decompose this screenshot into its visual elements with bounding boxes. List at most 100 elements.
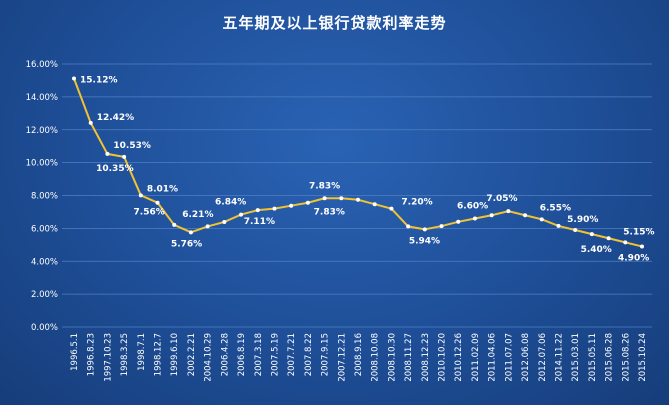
x-tick-label: 2008.12.23 — [421, 333, 431, 382]
data-point-marker — [539, 217, 544, 222]
y-tick-label: 16.00% — [26, 60, 58, 70]
y-tick-label: 8.00% — [31, 192, 58, 202]
data-label: 5.94% — [409, 236, 440, 246]
x-tick-label: 2012.07.06 — [538, 333, 548, 382]
x-tick-label: 2011.04.06 — [488, 333, 498, 382]
y-tick-label: 12.00% — [26, 126, 58, 136]
x-tick-label: 2008.11.27 — [404, 333, 414, 382]
data-label: 7.20% — [401, 198, 432, 208]
y-tick-label: 14.00% — [26, 93, 58, 103]
data-point-marker — [255, 208, 260, 213]
x-tick-label: 1999.6.10 — [170, 333, 180, 376]
data-point-marker — [72, 76, 76, 81]
x-tick-label: 2015.03.01 — [571, 333, 581, 382]
y-tick-label: 6.00% — [31, 224, 58, 234]
data-label: 7.56% — [134, 208, 165, 218]
data-label: 5.15% — [623, 227, 654, 237]
data-point-marker — [422, 227, 427, 232]
x-tick-label: 2015.05.11 — [588, 333, 598, 382]
x-tick-label: 2007.5.19 — [270, 333, 280, 376]
data-label: 12.42% — [97, 113, 134, 123]
data-label: 7.11% — [244, 217, 275, 227]
data-label: 5.40% — [581, 245, 612, 255]
x-tick-label: 2006.8.19 — [237, 333, 247, 376]
x-tick-label: 2015.08.26 — [621, 333, 631, 382]
data-point-marker — [523, 213, 528, 218]
data-point-marker — [172, 222, 177, 227]
data-point-marker — [272, 206, 277, 211]
x-tick-label: 2011.07.07 — [504, 333, 514, 382]
x-tick-label: 1996.5.1 — [70, 333, 80, 371]
data-point-marker — [623, 240, 628, 245]
data-point-marker — [573, 228, 578, 233]
data-points — [72, 76, 644, 249]
x-tick-label: 2011.02.09 — [471, 333, 481, 382]
data-point-marker — [322, 196, 327, 201]
data-label: 10.53% — [113, 141, 151, 151]
x-tick-label: 2007.12.21 — [337, 333, 347, 382]
data-label: 8.01% — [147, 184, 178, 194]
data-point-marker — [372, 202, 377, 207]
data-point-marker — [489, 213, 494, 218]
data-point-marker — [439, 224, 444, 229]
x-tick-label: 2007.8.22 — [304, 333, 314, 376]
x-tick-label: 2007.7.21 — [287, 333, 297, 376]
x-tick-label: 1998.3.25 — [120, 333, 130, 376]
data-point-marker — [205, 224, 210, 229]
x-tick-label: 2008.9.16 — [354, 333, 364, 376]
x-axis-ticks: 1996.5.1 1996.8.23 1997.10.23 1998.3.25 1998… — [70, 333, 648, 382]
data-point-marker — [640, 244, 644, 249]
x-tick-label: 2008.10.30 — [387, 333, 397, 382]
data-label: 4.90% — [618, 253, 649, 263]
data-labels: 15.12% 12.42% 10.53% 10.35% 8.01% 7.56% 6.21% 5… — [80, 75, 655, 263]
x-tick-label: 2006.4.28 — [220, 333, 230, 376]
data-point-marker — [606, 236, 611, 241]
data-point-marker — [556, 223, 561, 228]
data-label: 15.12% — [80, 75, 118, 85]
data-point-marker — [239, 212, 244, 217]
y-axis-ticks: 0.00% 2.00% 4.00% 6.00% 8.00% 10.00% 12.00% 14.… — [26, 60, 58, 333]
data-label: 6.60% — [457, 202, 488, 212]
x-tick-label: 1996.8.23 — [87, 333, 97, 376]
x-tick-label: 2010.12.26 — [454, 333, 464, 382]
y-tick-label: 4.00% — [31, 257, 58, 267]
data-point-marker — [406, 224, 411, 229]
x-tick-label: 2014.11.22 — [554, 333, 564, 382]
x-tick-label: 1998.12.7 — [154, 333, 164, 376]
data-point-marker — [122, 154, 127, 159]
data-point-marker — [188, 230, 193, 235]
data-point-marker — [289, 203, 294, 208]
data-label: 6.84% — [215, 198, 246, 208]
data-label: 6.55% — [540, 203, 571, 213]
x-tick-label: 2004.10.29 — [204, 333, 214, 382]
data-point-marker — [356, 197, 360, 202]
data-point-marker — [138, 193, 143, 198]
data-label: 7.83% — [314, 207, 345, 217]
data-label: 5.76% — [171, 239, 202, 249]
data-point-marker — [389, 206, 394, 211]
chart-title: 五年期及以上银行贷款利率走势 — [222, 14, 447, 32]
data-point-marker — [305, 200, 310, 205]
x-tick-label: 2008.10.08 — [371, 333, 381, 382]
x-tick-label: 2012.06.08 — [521, 333, 531, 382]
data-point-marker — [88, 120, 93, 125]
x-tick-label: 2007.9.15 — [321, 333, 331, 376]
y-tick-label: 0.00% — [31, 323, 58, 333]
data-point-marker — [155, 200, 160, 205]
x-tick-label: 2010.10.20 — [438, 333, 448, 382]
y-tick-label: 2.00% — [31, 290, 58, 300]
x-tick-label: 1997.10.23 — [103, 333, 113, 382]
x-tick-label: 1998.7.1 — [137, 333, 147, 371]
x-tick-label: 2015.06.28 — [605, 333, 615, 382]
data-point-marker — [339, 196, 344, 201]
grid-lines — [62, 63, 652, 328]
data-label: 7.83% — [309, 181, 340, 191]
data-label: 7.05% — [486, 194, 517, 204]
data-point-marker — [456, 219, 461, 224]
x-tick-label: 2007.3.18 — [254, 333, 264, 376]
data-point-marker — [589, 232, 594, 237]
data-point-marker — [472, 216, 477, 221]
data-point-marker — [222, 219, 227, 224]
